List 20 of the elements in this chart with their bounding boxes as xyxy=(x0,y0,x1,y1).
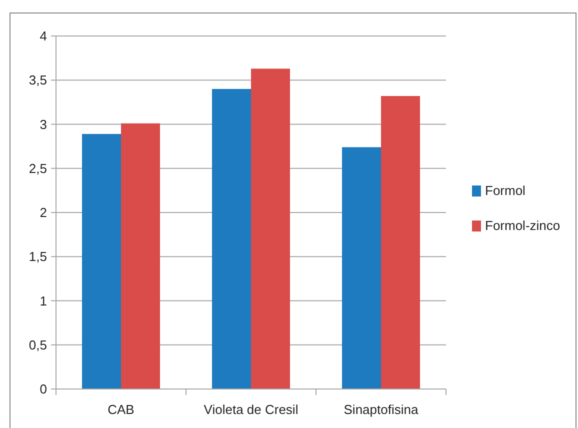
legend-label: Formol xyxy=(485,183,526,198)
bar xyxy=(82,134,121,389)
y-tick-label: 1 xyxy=(40,293,47,308)
legend-label: Formol-zinco xyxy=(485,218,560,234)
y-tick-label: 2,5 xyxy=(28,160,47,176)
bar xyxy=(121,123,160,389)
y-tick-label: 2 xyxy=(40,205,47,220)
y-tick-label: 0,5 xyxy=(28,337,47,352)
x-tick-label: Violeta de Cresil xyxy=(204,402,298,417)
y-tick-label: 3 xyxy=(40,116,47,132)
y-tick-label: 1,5 xyxy=(28,249,47,264)
bar xyxy=(381,96,420,389)
y-tick-label: 4 xyxy=(40,28,47,44)
x-tick-label: Sinaptofisina xyxy=(344,402,419,417)
bar xyxy=(342,147,381,389)
y-tick-label: 0 xyxy=(40,382,47,397)
bar xyxy=(251,68,290,389)
y-tick-label: 3,5 xyxy=(28,72,47,88)
x-tick-label: CAB xyxy=(108,402,134,417)
bar xyxy=(212,88,251,389)
